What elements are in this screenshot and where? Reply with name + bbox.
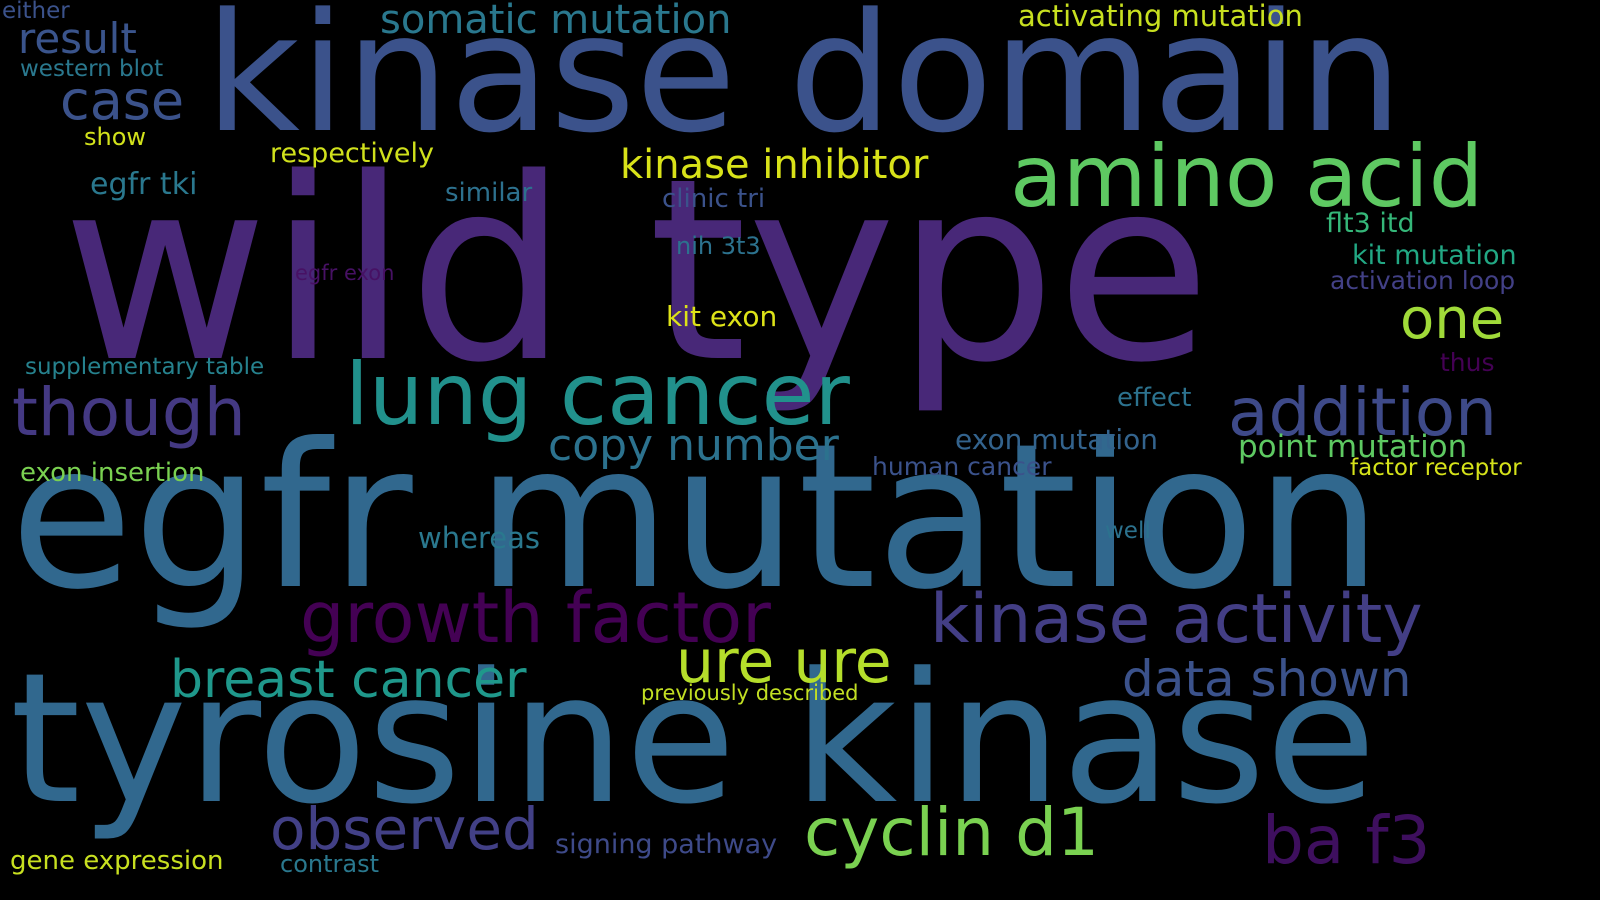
word-cyclin-d1: cyclin d1 [804,794,1100,871]
word-effect: effect [1117,383,1192,413]
word-activating-mutation: activating mutation [1018,0,1303,33]
word-thus: thus [1440,348,1495,377]
word-ure-ure: ure ure [676,627,892,697]
word-signing-pathway: signing pathway [555,829,778,860]
word-addition: addition [1228,374,1497,451]
word-case: case [60,69,185,132]
word-point-mutation: point mutation [1238,429,1468,465]
word-lung-cancer: lung cancer [345,345,850,445]
word-human-cancer: human cancer [872,452,1052,481]
word-exon-insertion: exon insertion [20,458,205,488]
word-though: though [12,374,246,451]
word-kit-mutation: kit mutation [1352,240,1517,271]
word-contrast: contrast [280,850,379,878]
word-flt3-itd: flt3 itd [1326,208,1415,239]
word-exon-mutation: exon mutation [955,423,1159,456]
word-similar: similar [445,178,533,208]
word-previously-described: previously described [641,681,859,705]
word-tyrosine-kinase: tyrosine kinase [10,635,1377,844]
word-kinase-inhibitor: kinase inhibitor [620,142,929,188]
word-kinase-activity: kinase activity [930,580,1423,659]
word-either: either [2,0,70,24]
word-somatic-mutation: somatic mutation [380,0,732,43]
word-factor-receptor: factor receptor [1350,455,1522,481]
word-growth-factor: growth factor [300,577,771,659]
word-egfr-exon: egfr exon [295,261,395,285]
word-copy-number: copy number [548,420,839,471]
word-show: show [84,123,147,151]
word-clinic-tri: clinic tri [662,184,766,214]
word-egfr-mutation: egfr mutation [10,401,1382,634]
word-observed: observed [270,795,539,863]
word-supplementary-table: supplementary table [25,354,265,380]
word-whereas: whereas [418,521,540,555]
word-result: result [18,14,137,63]
word-kinase-domain: kinase domain [205,0,1403,169]
word-nih-3t3: nih 3t3 [676,232,761,260]
word-gene-expression: gene expression [10,846,224,876]
word-breast-cancer: breast cancer [170,650,527,710]
word-egfr-tki: egfr tki [90,167,198,202]
word-data-shown: data shown [1122,650,1412,708]
word-one: one [1400,287,1505,352]
word-amino-acid: amino acid [1010,127,1484,227]
word-wild-type: wild type [62,125,1212,418]
word-respectively: respectively [270,138,434,169]
word-well: well [1105,518,1151,544]
word-activation-loop: activation loop [1330,266,1516,295]
word-western-blot: western blot [20,56,164,82]
word-kit-exon: kit exon [666,300,778,333]
word-ba-f3: ba f3 [1262,802,1431,879]
